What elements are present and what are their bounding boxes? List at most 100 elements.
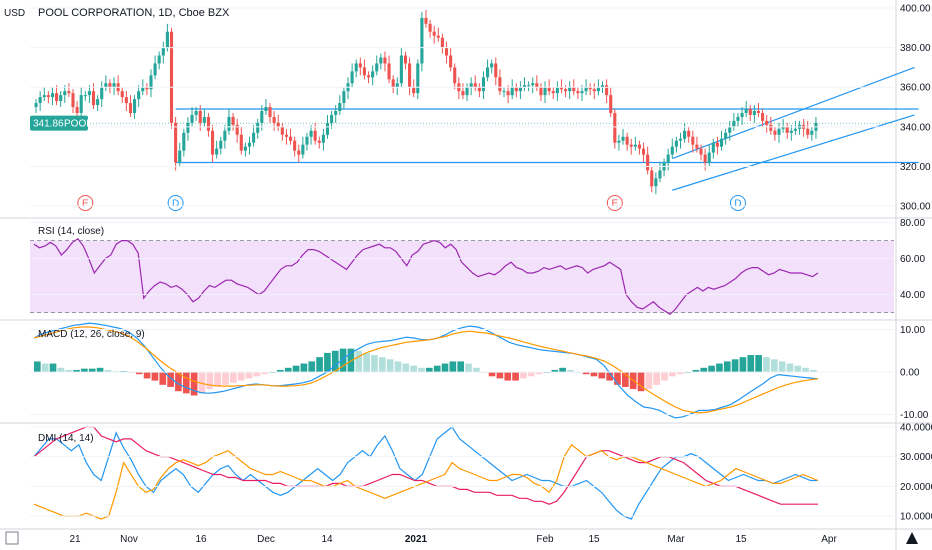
rsi-y-tick-label: 40.00 — [900, 290, 925, 301]
macd-histogram-bar — [418, 367, 425, 373]
macd-histogram-bar — [763, 357, 770, 373]
dmi-y-tick-label: 20.0000 — [900, 482, 932, 493]
trendline — [672, 114, 915, 191]
macd-histogram-bar — [676, 372, 684, 375]
candle-body — [239, 134, 243, 151]
candle-body — [539, 87, 543, 96]
candle-body — [424, 17, 428, 24]
candle-body — [473, 83, 477, 88]
macd-histogram-bar — [81, 368, 88, 373]
candle-body — [297, 150, 301, 155]
candle-body — [535, 83, 539, 88]
candle-body — [67, 91, 71, 94]
candle-body — [108, 83, 112, 88]
candle-body — [769, 124, 773, 131]
candle-body — [568, 87, 572, 92]
macd-histogram-bar — [692, 369, 700, 373]
candle-body — [243, 146, 247, 151]
candle-body — [707, 152, 711, 163]
macd-histogram-bar — [198, 372, 206, 394]
macd-histogram-bar — [723, 361, 731, 373]
dmi-y-tick-label: 40.0000 — [900, 422, 932, 433]
candle-body — [264, 107, 268, 111]
macd-histogram-bar — [300, 363, 308, 373]
candle-body — [514, 87, 518, 92]
macd-histogram-bar — [324, 352, 331, 373]
macd-histogram-bar — [473, 367, 480, 373]
candle-body — [584, 87, 588, 92]
price-candles[interactable] — [34, 9, 818, 195]
candle-body — [527, 85, 531, 87]
candle-body — [444, 47, 449, 56]
macd-histogram-bar — [794, 365, 802, 373]
settings-icon[interactable] — [5, 531, 19, 545]
candle-body — [724, 132, 728, 139]
tradingview-logo-icon[interactable] — [906, 532, 918, 544]
candle-body — [104, 83, 108, 88]
candle-body — [547, 87, 551, 92]
candle-body — [715, 142, 719, 147]
event-marker-label: D — [172, 199, 179, 210]
candle-body — [371, 71, 375, 78]
macd-histogram-bar — [57, 367, 65, 373]
macd-histogram-bar — [449, 361, 457, 373]
dmi-y-tick-label: 30.0000 — [900, 452, 932, 463]
macd-histogram-bar — [504, 372, 512, 381]
candle-body — [494, 63, 498, 78]
candle-body — [120, 91, 124, 98]
candle-body — [641, 148, 646, 155]
macd-histogram-bar — [34, 361, 41, 373]
candle-body — [194, 110, 198, 115]
candle-body — [141, 87, 145, 92]
candle-body — [100, 87, 104, 100]
macd-histogram-bar — [567, 369, 574, 373]
candle-body — [46, 95, 50, 98]
candle-body — [252, 132, 256, 143]
macd-y-tick-label: 0.00 — [900, 368, 920, 379]
macd-histogram-bar — [159, 372, 167, 385]
dmi-pane[interactable]: 40.0000 30.0000 20.0000 10.0000 DMI (14, 14… — [30, 422, 932, 523]
macd-histogram-bar — [355, 350, 363, 373]
time-axis-label: 15 — [588, 534, 600, 545]
event-marker-label: E — [82, 199, 89, 210]
candle-body — [748, 109, 752, 115]
candle-body — [112, 83, 116, 88]
candle-body — [403, 55, 408, 64]
time-axis-label: Mar — [667, 534, 685, 545]
candle-body — [288, 136, 293, 141]
candle-body — [260, 110, 264, 123]
time-axis[interactable]: 21 Nov 16 Dec 14 2021 Feb 15 Mar 15 Apr — [69, 534, 837, 545]
dmi-series-line — [33, 443, 819, 520]
macd-histogram-bar — [653, 372, 661, 385]
candle-body — [522, 85, 527, 88]
candle-body — [609, 95, 613, 113]
candle-body — [629, 144, 633, 147]
candle-body — [133, 99, 137, 113]
candle-body — [572, 87, 576, 92]
macd-histogram-bar — [253, 372, 261, 377]
candle-body — [449, 55, 453, 68]
price-pane[interactable]: E D E D 400.00 380.00 360.00 340.00 320.00 300.0… — [4, 3, 931, 212]
candle-body — [506, 91, 510, 96]
event-marker — [606, 195, 623, 211]
macd-histogram-bar — [386, 359, 394, 373]
candle-body — [145, 87, 149, 90]
time-axis-label: Nov — [120, 534, 138, 545]
candle-body — [773, 130, 777, 135]
time-axis-label: Feb — [536, 534, 554, 545]
macd-histogram-bar — [96, 367, 104, 373]
macd-histogram-bar — [731, 359, 739, 373]
candle-body — [309, 130, 313, 137]
time-axis-label: 2021 — [405, 534, 428, 545]
candle-body — [436, 35, 440, 38]
price-y-tick-label: 360.00 — [900, 83, 931, 94]
macd-histogram-bar — [551, 369, 559, 373]
rsi-pane[interactable]: 80.00 60.00 40.00 RSI (14, close) — [30, 218, 925, 316]
macd-pane[interactable]: 10.00 0.00 -10.00 MACD (12, 26, close, 9) — [30, 322, 929, 421]
macd-histogram-bar — [810, 369, 817, 373]
candle-body — [38, 97, 42, 104]
candle-body — [785, 126, 789, 133]
candle-body — [765, 120, 769, 125]
